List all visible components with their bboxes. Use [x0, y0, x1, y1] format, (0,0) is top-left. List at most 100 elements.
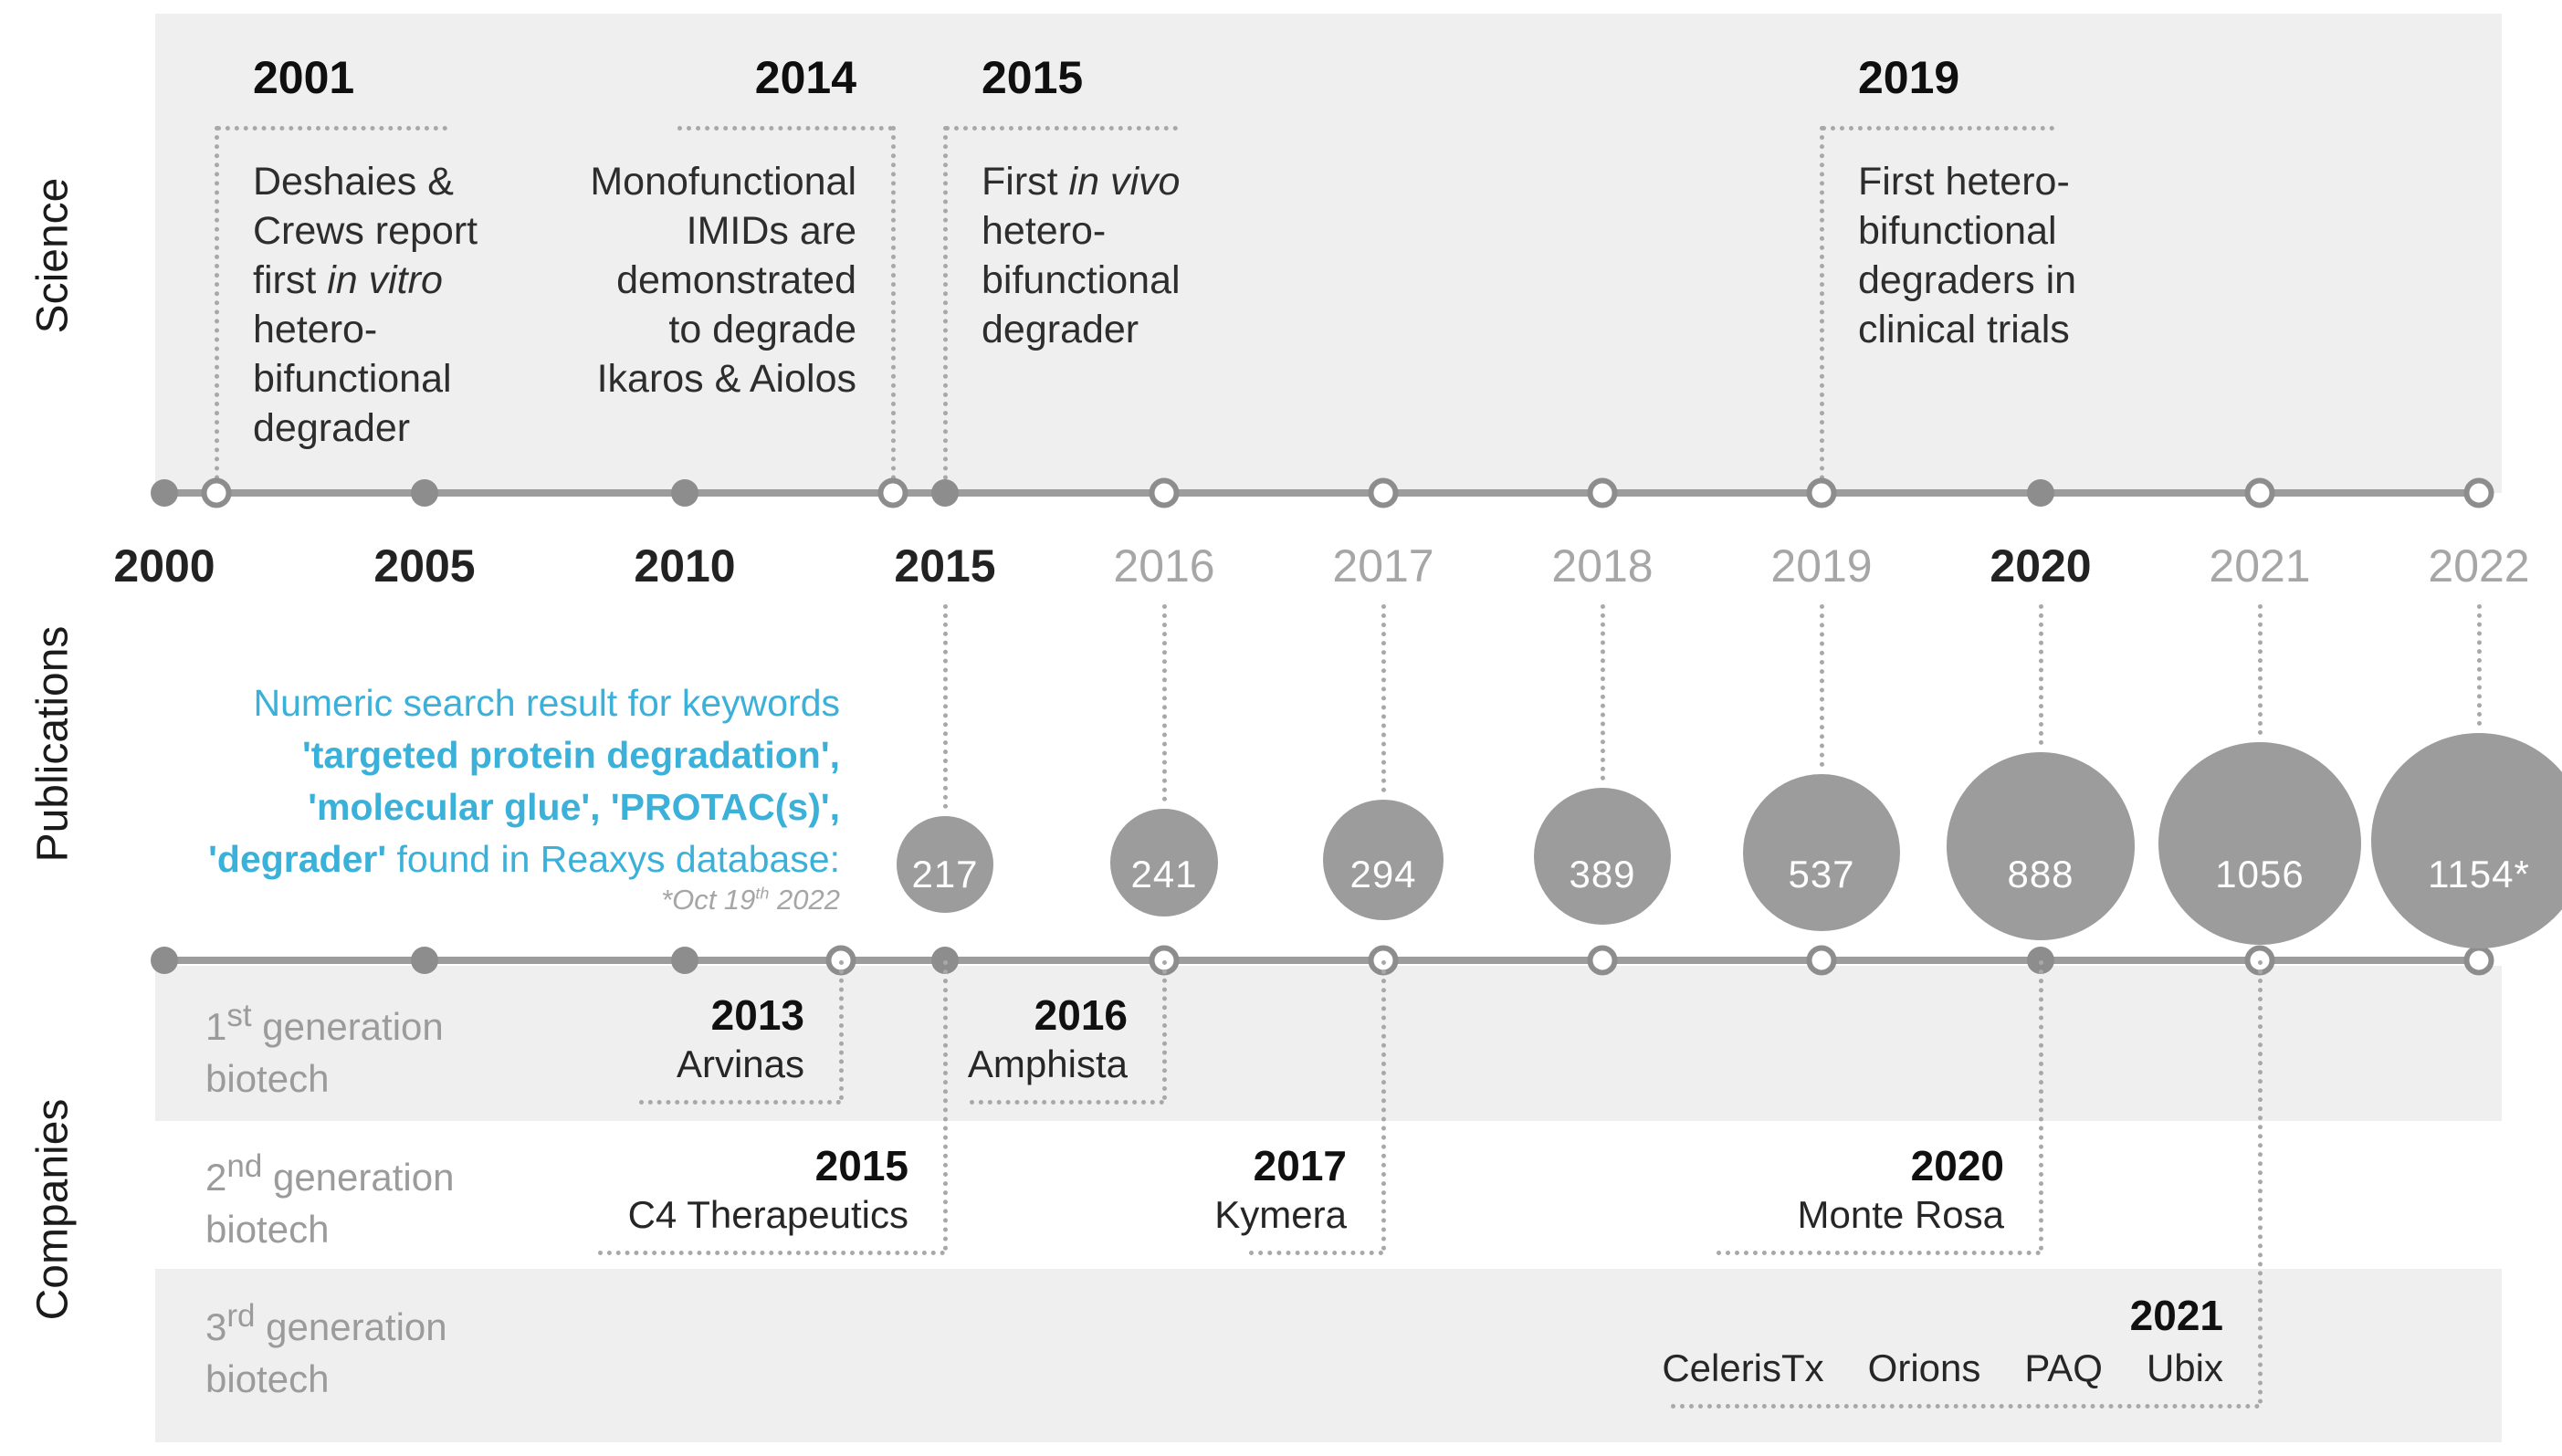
- publication-year-connector-2017: [1381, 604, 1386, 792]
- publications-note: Numeric search result for keywords 'targe…: [208, 677, 840, 885]
- axis-year-2010: 2010: [634, 540, 736, 592]
- generation-label-segment: generation: [262, 1156, 455, 1199]
- timeline-dot-2005: [411, 479, 438, 507]
- science-band: [155, 14, 2502, 493]
- timeline-dot-2017: [1368, 477, 1399, 508]
- science-event-text: Deshaies & Crews report first in vitro hete…: [253, 157, 478, 453]
- science-event-text-line: demonstrated: [590, 256, 856, 305]
- publications-note-line: 'targeted protein degradation',: [208, 729, 840, 781]
- science-event-text-line: First hetero-: [1858, 157, 2076, 206]
- company-founding-year-2015: 2015: [814, 1142, 908, 1189]
- publication-bubble-2016: [1110, 808, 1218, 917]
- timeline-dot-2022: [2463, 945, 2494, 976]
- section-label-companies: Companies: [28, 1098, 78, 1321]
- axis-year-2019: 2019: [1770, 540, 1873, 592]
- science-event-text-line: Deshaies &: [253, 157, 478, 206]
- text-segment: degraders in: [1858, 258, 2077, 302]
- timeline-dot-2005: [411, 947, 438, 974]
- science-event-text-line: bifunctional: [982, 256, 1181, 305]
- science-event-text-line: Monofunctional: [590, 157, 856, 206]
- generation-label-segment: 2: [205, 1156, 227, 1199]
- publication-count-2017: 294: [1349, 853, 1417, 896]
- company-connector-2021: [2258, 960, 2263, 1404]
- publication-count-2018: 389: [1569, 853, 1636, 896]
- section-label-publications: Publications: [28, 625, 78, 863]
- text-segment: first: [253, 258, 328, 302]
- publications-note-line: 'degrader' found in Reaxys database:: [208, 833, 840, 885]
- text-segment: Monofunctional: [590, 160, 856, 204]
- company-bracket-2013: [639, 1100, 841, 1105]
- science-event-text-line: clinical trials: [1858, 305, 2076, 354]
- science-event-year: 2014: [754, 52, 856, 103]
- publication-year-connector-2018: [1601, 604, 1605, 781]
- axis-year-2021: 2021: [2209, 540, 2311, 592]
- generation-label-segment: generation: [255, 1305, 447, 1348]
- text-segment: in vitro: [327, 258, 443, 302]
- publication-year-connector-2019: [1820, 604, 1824, 767]
- company-names-2015: C4 Therapeutics: [628, 1193, 908, 1237]
- publications-note-line: 'molecular glue', 'PROTAC(s)',: [208, 781, 840, 833]
- science-event-text-line: First in vivo: [982, 157, 1181, 206]
- company-founding-year-2017: 2017: [1253, 1142, 1347, 1189]
- text-segment: Deshaies &: [253, 160, 454, 204]
- axis-year-2015: 2015: [894, 540, 996, 592]
- science-event-text-line: degrader: [982, 305, 1181, 354]
- publication-bubble-2021: [2158, 741, 2361, 945]
- text-segment: in vivo: [1068, 160, 1181, 204]
- company-name: PAQ: [2024, 1346, 2103, 1389]
- publication-bubble-2018: [1534, 788, 1671, 926]
- publication-count-2022: 1154*: [2428, 853, 2530, 896]
- text-segment: to degrade: [668, 308, 856, 351]
- text-segment: Ikaros & Aiolos: [596, 357, 856, 401]
- generation-label-segment: 1: [205, 1005, 227, 1048]
- company-names-2013: Arvinas: [677, 1042, 804, 1086]
- footnote-segment: 2022: [769, 884, 840, 916]
- timeline-dot-2016: [1149, 477, 1180, 508]
- science-event-bracket-line: [945, 126, 1178, 131]
- text-segment: First hetero-: [1858, 160, 2070, 204]
- text-segment: 'degrader': [208, 838, 387, 880]
- timeline-dot-2019: [1806, 945, 1837, 976]
- generation-label-line2: biotech: [205, 1057, 330, 1100]
- science-event-bracket-line: [677, 126, 893, 131]
- publication-bubble-2022: [2371, 733, 2562, 948]
- science-event-text-line: to degrade: [590, 305, 856, 354]
- publication-year-connector-2021: [2258, 604, 2263, 735]
- company-bracket-2017: [1249, 1251, 1383, 1255]
- company-name: CelerisTx: [1662, 1346, 1824, 1389]
- axis-year-2017: 2017: [1332, 540, 1434, 592]
- publication-year-connector-2015: [943, 604, 948, 809]
- text-segment: clinical trials: [1858, 308, 2070, 351]
- publication-bubble-2017: [1323, 799, 1444, 920]
- axis-year-2005: 2005: [373, 540, 476, 592]
- company-name: Monte Rosa: [1797, 1193, 2004, 1236]
- company-name: Ubix: [2146, 1346, 2223, 1389]
- footnote-segment: *Oct 19: [661, 884, 756, 916]
- timeline-dot-2019: [1806, 477, 1837, 508]
- science-event-connector-line: [215, 126, 219, 489]
- timeline-dot-2000: [151, 479, 178, 507]
- science-event-text-line: degraders in: [1858, 256, 2076, 305]
- publication-count-2016: 241: [1130, 853, 1198, 896]
- company-connector-2016: [1162, 960, 1167, 1100]
- company-founding-year-2016: 2016: [1034, 991, 1128, 1039]
- company-names-2020: Monte Rosa: [1798, 1193, 2004, 1237]
- company-bracket-2021: [1671, 1404, 2260, 1409]
- generation-label-segment: st: [226, 998, 252, 1033]
- companies-timeline: [155, 957, 2483, 964]
- company-connector-2017: [1381, 960, 1386, 1251]
- text-segment: degrader: [253, 406, 411, 450]
- science-event-text-line: Ikaros & Aiolos: [590, 354, 856, 403]
- text-segment: bifunctional: [253, 357, 452, 401]
- science-event-text-line: degrader: [253, 403, 478, 453]
- science-event-connector-line: [891, 126, 896, 489]
- timeline-dot-2000: [151, 947, 178, 974]
- publication-year-connector-2022: [2477, 604, 2482, 726]
- generation-label-line2: biotech: [205, 1357, 330, 1400]
- axis-year-2018: 2018: [1551, 540, 1654, 592]
- science-event-text: First in vivo hetero-bifunctional degrader: [982, 157, 1181, 354]
- generation-label-2: 2nd generation biotech: [205, 1140, 454, 1255]
- axis-year-2000: 2000: [113, 540, 215, 592]
- axis-year-2022: 2022: [2428, 540, 2530, 592]
- generation-label-1: 1st generation biotech: [205, 990, 444, 1105]
